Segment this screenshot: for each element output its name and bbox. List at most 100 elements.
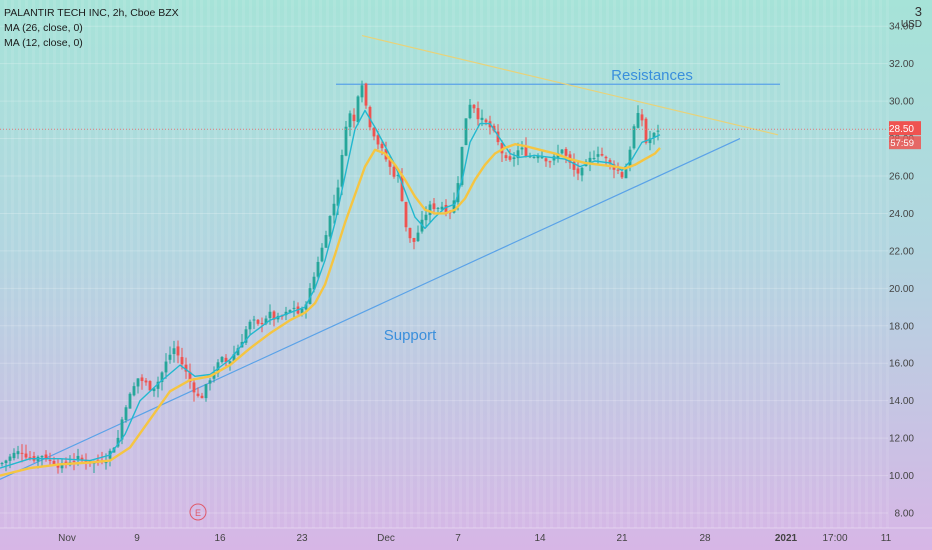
candle[interactable] bbox=[44, 450, 48, 462]
candle[interactable] bbox=[8, 453, 12, 469]
candle[interactable] bbox=[508, 149, 512, 162]
candle[interactable] bbox=[520, 141, 524, 155]
candle[interactable] bbox=[56, 459, 60, 474]
candle[interactable] bbox=[204, 383, 208, 402]
candle[interactable] bbox=[472, 103, 476, 113]
candle[interactable] bbox=[72, 453, 76, 471]
candle[interactable] bbox=[396, 173, 400, 183]
candle[interactable] bbox=[132, 382, 136, 397]
candle[interactable] bbox=[168, 346, 172, 364]
candle[interactable] bbox=[412, 237, 416, 250]
candle[interactable] bbox=[588, 151, 592, 172]
candle[interactable] bbox=[16, 445, 20, 459]
candle[interactable] bbox=[348, 110, 352, 137]
candle[interactable] bbox=[124, 405, 128, 423]
candle[interactable] bbox=[156, 376, 160, 398]
candle[interactable] bbox=[600, 147, 604, 157]
candle[interactable] bbox=[328, 215, 332, 240]
candle[interactable] bbox=[632, 124, 636, 150]
candle[interactable] bbox=[244, 326, 248, 345]
candle[interactable] bbox=[364, 82, 368, 109]
ma12-line[interactable] bbox=[0, 109, 661, 469]
candle[interactable] bbox=[544, 157, 548, 167]
candle[interactable] bbox=[20, 444, 24, 463]
candlesticks[interactable] bbox=[0, 80, 660, 474]
candle[interactable] bbox=[560, 148, 564, 155]
candle[interactable] bbox=[476, 101, 480, 126]
ma12-legend[interactable]: MA (12, close, 0) bbox=[4, 37, 83, 49]
candle[interactable] bbox=[548, 160, 552, 168]
candle[interactable] bbox=[536, 153, 540, 163]
symbol-title[interactable]: PALANTIR TECH INC, 2h, Cboe BZX bbox=[4, 7, 179, 19]
candle[interactable] bbox=[540, 150, 544, 159]
candle[interactable] bbox=[80, 454, 84, 463]
candle[interactable] bbox=[184, 357, 188, 379]
candle[interactable] bbox=[580, 166, 584, 182]
time-axis[interactable]: Nov 9 16 23 Dec 7 14 21 28 2021 17:00 11 bbox=[0, 527, 932, 544]
candle[interactable] bbox=[208, 378, 212, 391]
candle[interactable] bbox=[144, 377, 148, 386]
candle[interactable] bbox=[516, 142, 520, 166]
candle[interactable] bbox=[404, 201, 408, 232]
candle[interactable] bbox=[24, 444, 28, 460]
candle[interactable] bbox=[152, 388, 156, 397]
candle[interactable] bbox=[60, 458, 64, 473]
candle[interactable] bbox=[640, 109, 644, 127]
candle[interactable] bbox=[188, 363, 192, 389]
candle[interactable] bbox=[436, 207, 440, 213]
candle[interactable] bbox=[372, 126, 376, 141]
candle[interactable] bbox=[12, 448, 16, 461]
candle[interactable] bbox=[256, 319, 260, 326]
candle[interactable] bbox=[148, 380, 152, 391]
candle[interactable] bbox=[468, 99, 472, 120]
candle[interactable] bbox=[172, 340, 176, 363]
candle[interactable] bbox=[248, 319, 252, 336]
ma26-legend[interactable]: MA (26, close, 0) bbox=[4, 22, 83, 34]
candle[interactable] bbox=[128, 392, 132, 409]
candle[interactable] bbox=[656, 124, 660, 141]
candle[interactable] bbox=[292, 300, 296, 318]
candle[interactable] bbox=[648, 130, 652, 151]
candle[interactable] bbox=[320, 243, 324, 263]
candle[interactable] bbox=[504, 152, 508, 162]
ma26-line[interactable] bbox=[0, 143, 661, 477]
descending-trendline[interactable] bbox=[361, 34, 779, 136]
candle[interactable] bbox=[352, 108, 356, 128]
candle[interactable] bbox=[636, 105, 640, 129]
candle[interactable] bbox=[196, 387, 200, 398]
candle[interactable] bbox=[164, 353, 168, 379]
candle[interactable] bbox=[464, 118, 468, 146]
candle[interactable] bbox=[408, 227, 412, 243]
candle[interactable] bbox=[220, 356, 224, 364]
candle[interactable] bbox=[572, 153, 576, 177]
candle[interactable] bbox=[308, 283, 312, 305]
candle[interactable] bbox=[0, 461, 4, 467]
candle[interactable] bbox=[564, 147, 568, 164]
candle[interactable] bbox=[492, 123, 496, 133]
candle[interactable] bbox=[136, 378, 140, 394]
candle[interactable] bbox=[644, 117, 648, 145]
candle[interactable] bbox=[392, 162, 396, 179]
candle[interactable] bbox=[176, 340, 180, 364]
candle[interactable] bbox=[224, 354, 228, 367]
candle[interactable] bbox=[140, 374, 144, 390]
candle[interactable] bbox=[252, 315, 256, 329]
price-axis[interactable]: 8.00 10.00 12.00 14.00 16.00 18.00 20.00 22.00 2… bbox=[889, 22, 921, 520]
candle[interactable] bbox=[84, 453, 88, 470]
earnings-marker-circle[interactable] bbox=[189, 503, 207, 521]
candle[interactable] bbox=[268, 304, 272, 325]
candle[interactable] bbox=[192, 378, 196, 402]
candle[interactable] bbox=[592, 150, 596, 161]
candle[interactable] bbox=[332, 194, 336, 224]
candle[interactable] bbox=[344, 120, 348, 157]
earnings-marker[interactable]: E bbox=[195, 508, 201, 518]
candle[interactable] bbox=[604, 155, 608, 166]
candle[interactable] bbox=[200, 392, 204, 399]
candle[interactable] bbox=[316, 256, 320, 279]
candle[interactable] bbox=[500, 140, 504, 162]
candle[interactable] bbox=[356, 95, 360, 126]
candle[interactable] bbox=[620, 170, 624, 180]
candle[interactable] bbox=[416, 225, 420, 242]
candle[interactable] bbox=[324, 230, 328, 248]
